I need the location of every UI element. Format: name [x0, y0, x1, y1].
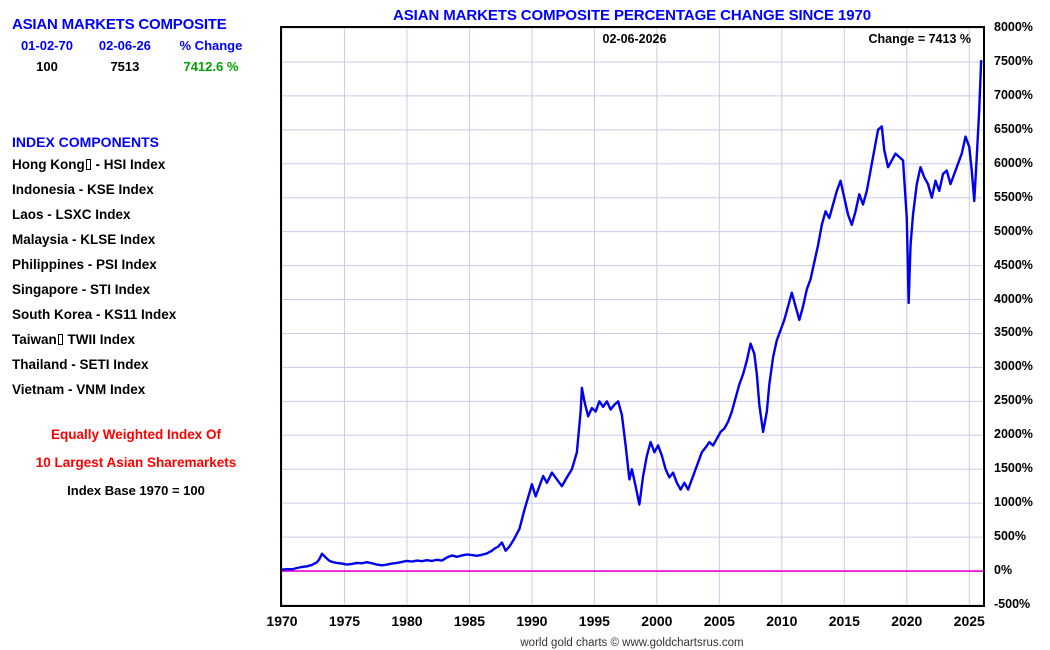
y-axis-tick-label: 2000% — [994, 427, 1033, 442]
caption-largest-sharemarkets: 10 Largest Asian Sharemarkets — [35, 455, 237, 470]
component-label: Philippines - PSI Index — [12, 257, 157, 272]
y-axis-tick-label: 6000% — [994, 155, 1033, 170]
left-info-panel: ASIAN MARKETS COMPOSITE 01-02-70 02-06-2… — [0, 0, 272, 650]
chart-area: ASIAN MARKETS COMPOSITE PERCENTAGE CHANG… — [266, 0, 1050, 650]
value-start: 100 — [36, 59, 58, 74]
component-item: Taiwan TWII Index — [12, 330, 176, 355]
x-axis-tick-label: 2015 — [828, 613, 860, 629]
x-axis-tick-label: 1995 — [578, 613, 610, 629]
component-item: Hong Kong - HSI Index — [12, 155, 176, 180]
missing-glyph-icon — [85, 159, 91, 170]
x-axis-tick-label: 1980 — [391, 613, 423, 629]
composite-summary-table: 01-02-70 02-06-26 % Change 100 7513 7412… — [8, 38, 258, 74]
y-axis-tick-label: 8000% — [994, 20, 1033, 34]
component-item: Philippines - PSI Index — [12, 255, 176, 280]
y-axis-tick-label: -500% — [994, 597, 1031, 611]
y-axis-tick-label: 4500% — [994, 257, 1033, 272]
component-item: Singapore - STI Index — [12, 280, 176, 305]
date-annotation: 02-06-2026 — [602, 32, 667, 46]
y-axis-tick-label: 7000% — [994, 87, 1033, 102]
value-percent-change: 7412.6 % — [183, 59, 239, 74]
component-item: Laos - LSXC Index — [12, 205, 176, 230]
table-row: 100 7513 7412.6 % — [8, 59, 258, 74]
y-axis-tick-label: 5500% — [994, 189, 1033, 204]
component-label: Thailand - SETI Index — [12, 357, 149, 372]
table-header-row: 01-02-70 02-06-26 % Change — [8, 38, 258, 59]
component-label: Taiwan — [12, 332, 57, 347]
header-end-date: 02-06-26 — [98, 38, 151, 53]
y-axis-tick-label: 6500% — [994, 121, 1033, 136]
component-label-suffix: - HSI Index — [91, 157, 166, 172]
component-item: Thailand - SETI Index — [12, 355, 176, 380]
component-label: Singapore - STI Index — [12, 282, 151, 297]
data-series-line — [282, 59, 983, 571]
x-axis-tick-label: 2010 — [766, 613, 798, 629]
component-label: Hong Kong — [12, 157, 85, 172]
y-axis-tick-label: 4000% — [994, 291, 1033, 306]
change-annotation: Change = 7413 % — [868, 32, 971, 46]
x-axis-tick-label: 1985 — [453, 613, 485, 629]
x-axis-tick-label: 1975 — [328, 613, 361, 629]
component-label: Indonesia - KSE Index — [12, 182, 154, 197]
y-axis-tick-label: 7500% — [994, 53, 1033, 68]
x-axis-tick-label: 2000 — [641, 613, 673, 629]
y-axis-tick-label: 3500% — [994, 325, 1033, 340]
component-item: Malaysia - KLSE Index — [12, 230, 176, 255]
x-axis-tick-label: 2005 — [703, 613, 735, 629]
header-percent-change: % Change — [179, 38, 243, 53]
plot-frame: 02-06-2026 Change = 7413 % — [280, 26, 985, 607]
component-label: South Korea - KS11 Index — [12, 307, 177, 322]
caption-equally-weighted: Equally Weighted Index Of — [50, 427, 222, 442]
grid-lines-horizontal — [282, 28, 983, 605]
x-axis-tick-label: 1970 — [266, 613, 298, 629]
header-start-date: 01-02-70 — [20, 38, 73, 53]
component-item: Indonesia - KSE Index — [12, 180, 176, 205]
caption-index-base: Index Base 1970 = 100 — [67, 483, 205, 498]
plot-svg — [282, 28, 983, 605]
y-axis-tick-label: 1000% — [994, 495, 1033, 510]
x-axis-tick-label: 2025 — [953, 613, 985, 629]
missing-glyph-icon — [57, 334, 63, 345]
chart-title: ASIAN MARKETS COMPOSITE PERCENTAGE CHANG… — [393, 7, 871, 24]
index-components-title: INDEX COMPONENTS — [12, 134, 160, 150]
component-item: Vietnam - VNM Index — [12, 380, 176, 405]
y-axis-tick-label: 500% — [994, 529, 1026, 544]
y-axis-tick-label: 1500% — [994, 461, 1033, 476]
component-item: South Korea - KS11 Index — [12, 305, 176, 330]
y-axis-tick-label: 5000% — [994, 223, 1033, 238]
y-axis-tick-label: 3000% — [994, 359, 1033, 374]
y-axis-tick-label: 2500% — [994, 393, 1033, 408]
composite-title: ASIAN MARKETS COMPOSITE — [12, 16, 227, 33]
component-label: Vietnam - VNM Index — [12, 382, 146, 397]
x-axis-tick-label: 2020 — [891, 613, 923, 629]
component-label-suffix: TWII Index — [63, 332, 136, 347]
x-axis-tick-label: 1990 — [516, 613, 548, 629]
y-axis-tick-label: 0% — [994, 563, 1013, 578]
grid-lines-vertical — [282, 28, 970, 605]
chart-footer-credit: world gold charts © www.goldchartsrus.co… — [520, 637, 744, 649]
value-end: 7513 — [110, 59, 140, 74]
component-label: Laos - LSXC Index — [12, 207, 131, 222]
component-label: Malaysia - KLSE Index — [12, 232, 156, 247]
index-components-list: Hong Kong - HSI Index Indonesia - KSE Ind… — [12, 155, 176, 405]
